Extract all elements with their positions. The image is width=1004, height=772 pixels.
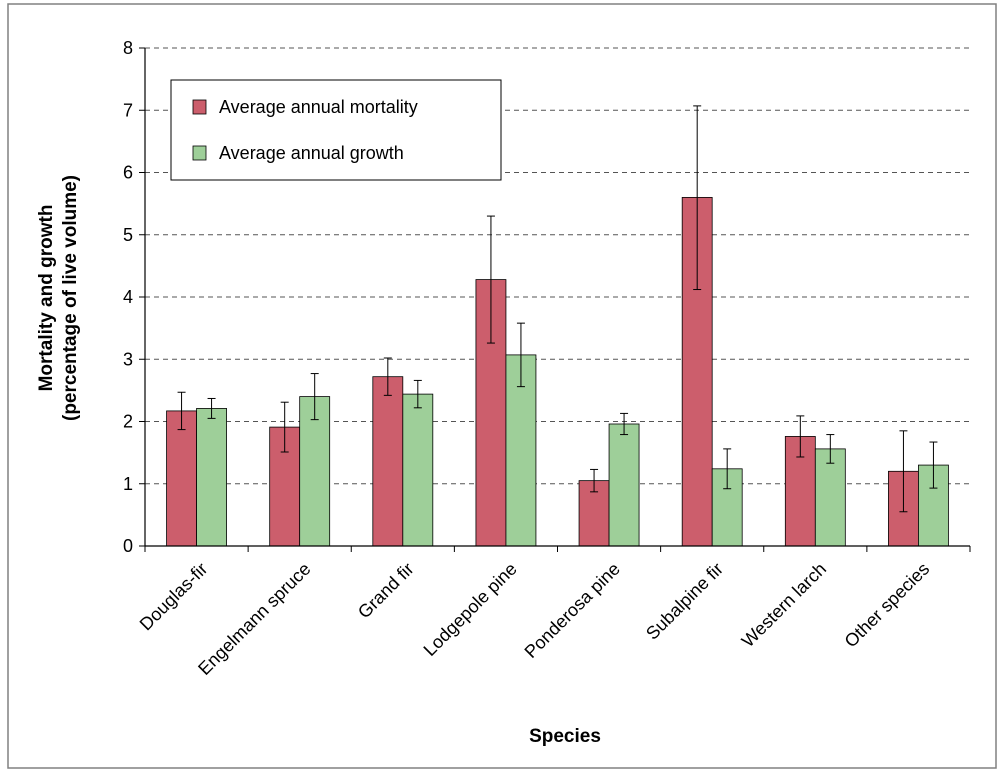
bar-growth: [299, 396, 331, 547]
x-axis-title: Species: [529, 726, 601, 747]
bar-growth: [402, 393, 434, 547]
y-axis-title-line2: (percentage of live volume): [60, 175, 81, 421]
bar-growth: [608, 423, 640, 547]
y-tick-label: 8: [123, 38, 133, 58]
axes: [139, 47, 971, 552]
legend-swatch-mortality: [192, 99, 207, 115]
legend-label-mortality: Average annual mortality: [219, 97, 418, 117]
y-tick-label: 2: [123, 412, 133, 432]
legend-swatch-growth: [192, 145, 207, 161]
y-tick-label: 6: [123, 163, 133, 183]
bar-mortality: [372, 376, 404, 547]
legend-box: [170, 79, 502, 181]
bar-growth: [196, 408, 227, 547]
y-tick-label: 3: [123, 349, 133, 369]
y-tick-label: 5: [123, 225, 133, 245]
legend: Average annual mortality Average annual …: [170, 79, 502, 181]
bar-growth: [505, 354, 537, 547]
y-tick-label: 0: [123, 536, 133, 556]
bars: [166, 105, 949, 547]
y-axis-title-line1: Mortality and growth: [36, 205, 57, 392]
y-tick-label: 7: [123, 100, 133, 120]
y-tick-label: 1: [123, 474, 133, 494]
bar-mortality: [166, 410, 197, 547]
y-tick-label: 4: [123, 287, 133, 307]
legend-label-growth: Average annual growth: [219, 143, 404, 163]
